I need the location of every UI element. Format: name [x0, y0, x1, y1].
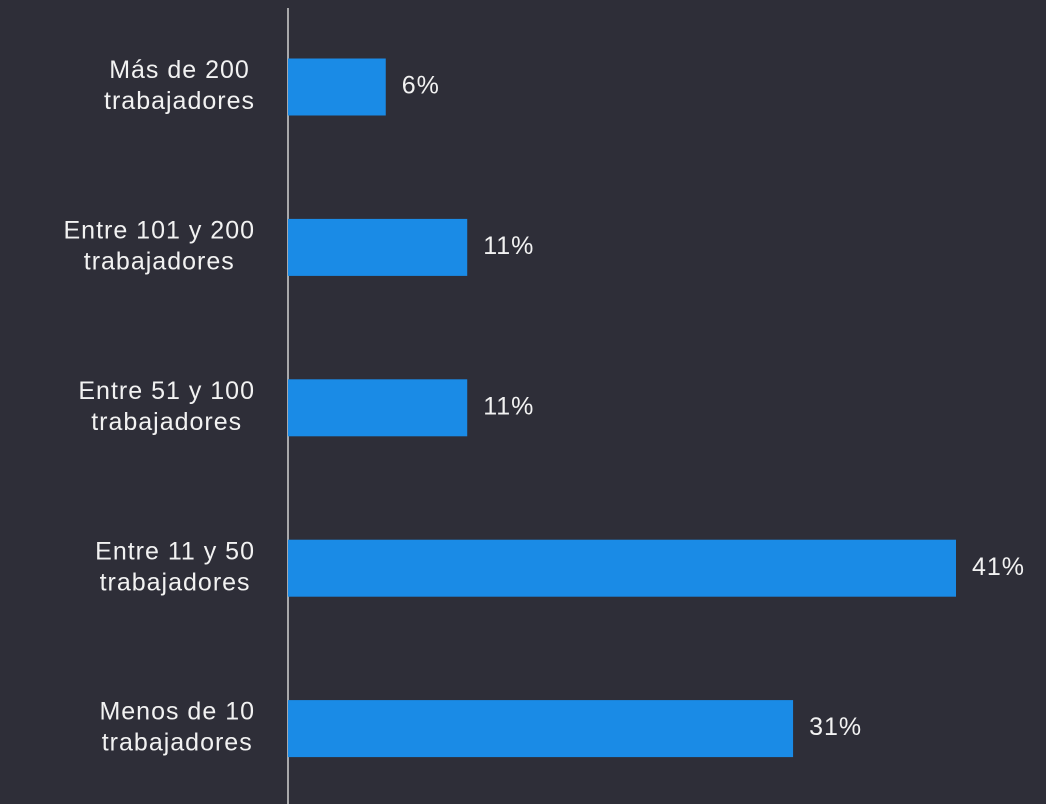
- category-label: Entre 11 y 50: [95, 537, 255, 565]
- category-label: Más de 200: [109, 56, 250, 84]
- bar: [288, 700, 794, 758]
- bar: [288, 379, 468, 437]
- category-label: trabajadores: [91, 408, 242, 436]
- bar: [288, 58, 386, 116]
- category-label: trabajadores: [100, 568, 251, 596]
- value-label: 41%: [972, 553, 1025, 581]
- category-label: Menos de 10: [99, 698, 255, 726]
- category-label: Entre 51 y 100: [78, 377, 255, 405]
- value-label: 11%: [483, 392, 534, 420]
- bar: [288, 539, 956, 597]
- category-label: Entre 101 y 200: [63, 217, 255, 245]
- bar: [288, 218, 468, 276]
- value-label: 31%: [809, 713, 862, 741]
- category-label: trabajadores: [102, 729, 253, 757]
- category-label: trabajadores: [84, 248, 235, 276]
- value-label: 6%: [402, 72, 440, 100]
- category-label: trabajadores: [104, 87, 255, 115]
- value-label: 11%: [483, 232, 534, 260]
